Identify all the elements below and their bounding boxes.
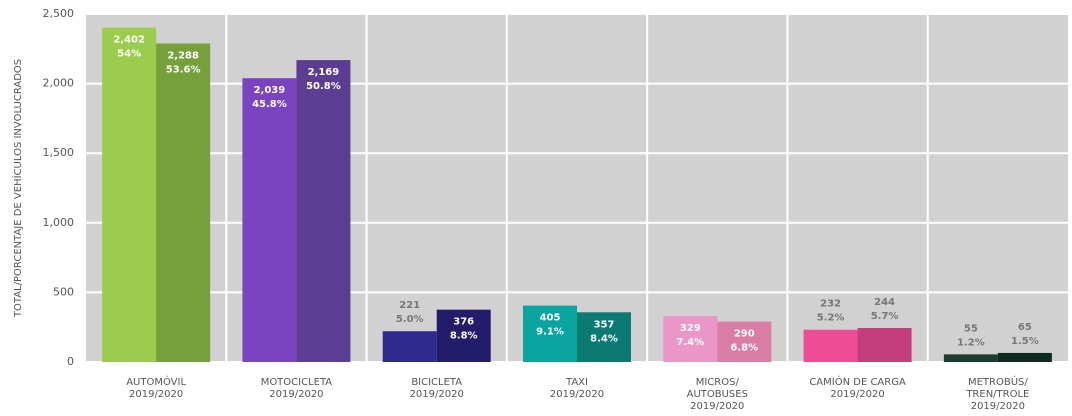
- percent-label: 53.6%: [166, 65, 201, 76]
- y-tick-label: 2,000: [43, 77, 75, 90]
- value-label: 2,169: [308, 67, 340, 78]
- value-label: 232: [820, 299, 841, 310]
- bar: [436, 309, 491, 362]
- percent-label: 5.2%: [817, 313, 845, 324]
- bar: [577, 312, 631, 362]
- value-label: 244: [874, 297, 895, 308]
- x-tick-label: AUTOBUSES: [687, 389, 748, 400]
- bar: [803, 329, 858, 362]
- percent-label: 54%: [117, 49, 141, 60]
- value-label: 376: [453, 317, 474, 328]
- x-tick-label: 2019/2020: [971, 401, 1025, 412]
- y-tick-label: 1,000: [43, 216, 75, 229]
- bar: [663, 316, 718, 362]
- value-label: 55: [964, 323, 978, 334]
- y-tick-label: 0: [67, 355, 74, 368]
- percent-label: 8.8%: [450, 331, 478, 342]
- y-tick-label: 2,500: [43, 7, 75, 20]
- bar: [523, 305, 577, 362]
- x-tick-label: 2019/2020: [269, 389, 323, 400]
- x-tick-label: MICROS/: [696, 377, 740, 388]
- bar: [242, 78, 297, 362]
- x-tick-label: TAXI: [565, 377, 588, 388]
- value-label: 405: [540, 313, 561, 324]
- percent-label: 5.7%: [871, 311, 899, 322]
- value-label: 221: [399, 300, 420, 311]
- value-label: 65: [1018, 322, 1032, 333]
- x-tick-label: CAMIÓN DE CARGA: [809, 375, 906, 388]
- percent-label: 7.4%: [676, 337, 704, 348]
- x-tick-label: AUTOMÓVIL: [126, 375, 186, 388]
- bar: [296, 60, 351, 363]
- value-label: 329: [680, 323, 701, 334]
- percent-label: 8.4%: [590, 333, 618, 344]
- percent-label: 1.2%: [957, 337, 985, 348]
- value-label: 2,288: [167, 51, 199, 62]
- x-tick-label: METROBÚS/: [968, 375, 1028, 388]
- percent-label: 5.0%: [396, 314, 424, 325]
- percent-label: 9.1%: [536, 327, 564, 338]
- x-tick-label: TREN/TROLE: [965, 389, 1029, 400]
- bar: [102, 27, 157, 362]
- x-tick-label: 2019/2020: [690, 401, 744, 412]
- percent-label: 1.5%: [1011, 336, 1039, 347]
- percent-label: 45.8%: [252, 99, 287, 110]
- x-tick-label: 2019/2020: [830, 389, 884, 400]
- bar: [943, 354, 998, 362]
- value-label: 2,402: [113, 35, 145, 46]
- bar: [857, 328, 912, 362]
- x-tick-label: 2019/2020: [129, 389, 183, 400]
- value-label: 290: [734, 329, 755, 340]
- bar: [382, 331, 437, 362]
- y-axis-label: TOTAL/PORCENTAJE DE VEHÍCULOS INVOLUCRAD…: [11, 59, 24, 318]
- bar: [156, 43, 211, 362]
- x-tick-label: BICICLETA: [411, 377, 462, 388]
- x-tick-label: MOTOCICLETA: [261, 377, 333, 388]
- x-tick-label: 2019/2020: [410, 389, 464, 400]
- y-tick-label: 1,500: [43, 146, 75, 159]
- bar: [717, 321, 772, 362]
- percent-label: 50.8%: [306, 81, 341, 92]
- value-label: 2,039: [254, 85, 286, 96]
- x-tick-label: 2019/2020: [550, 389, 604, 400]
- bar: [997, 352, 1052, 362]
- value-label: 357: [594, 319, 615, 330]
- percent-label: 6.8%: [730, 343, 758, 354]
- y-tick-label: 500: [53, 285, 74, 298]
